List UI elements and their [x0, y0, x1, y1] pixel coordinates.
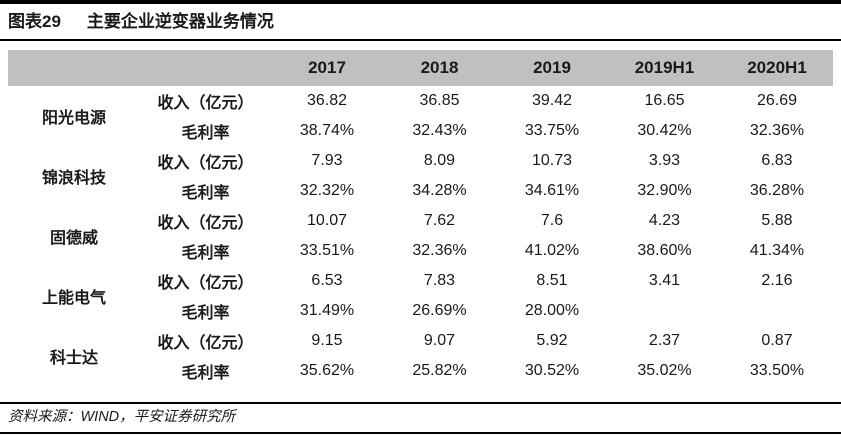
figure-title: 主要企业逆变器业务情况 — [86, 12, 274, 31]
revenue-value-cell: 2.16 — [761, 272, 793, 289]
revenue-value-cell: 9.07 — [423, 332, 456, 349]
margin-value-cell: 36.28% — [749, 182, 805, 199]
revenue-value-cell: 3.93 — [648, 152, 681, 169]
revenue-value-cell: 2.37 — [648, 332, 681, 349]
table-row: 固德威 收入（亿元） 10.07 7.62 7.6 4.23 5.88 — [8, 206, 833, 247]
company-name-cell: 阳光电源 — [41, 110, 106, 127]
margin-value-cell: 31.49% — [299, 302, 355, 319]
revenue-value-cell: 0.87 — [761, 332, 793, 349]
company-name-cell: 锦浪科技 — [41, 170, 106, 187]
margin-value-cell: 32.32% — [299, 182, 355, 199]
company-name-cell: 科士达 — [49, 350, 98, 367]
revenue-value-cell: 10.73 — [531, 152, 573, 169]
inverter-business-table: 2017 2018 2019 2019H1 2020H1 阳光电源 收入（亿元）… — [8, 50, 833, 386]
revenue-value-cell: 39.42 — [531, 92, 573, 109]
margin-value-cell: 33.50% — [749, 362, 805, 379]
margin-value-cell: 28.00% — [524, 302, 580, 319]
table-row: 阳光电源 收入（亿元） 36.82 36.85 39.42 16.65 26.6… — [8, 86, 833, 127]
revenue-value-cell: 5.92 — [536, 332, 568, 349]
margin-value-cell: 41.34% — [749, 242, 805, 259]
metric-column-header — [140, 50, 271, 86]
margin-value-cell: 41.02% — [524, 242, 580, 259]
table-row: 上能电气 收入（亿元） 6.53 7.83 8.51 3.41 2.16 — [8, 266, 833, 307]
revenue-value-cell: 36.85 — [419, 92, 460, 109]
revenue-value-cell: 26.69 — [756, 92, 798, 109]
margin-value-cell: 30.42% — [637, 122, 692, 139]
margin-value-cell: 35.02% — [637, 362, 692, 379]
table-row: 毛利率 35.62% 25.82% 30.52% 35.02% 33.50% — [8, 356, 833, 386]
revenue-value-cell: 3.41 — [648, 272, 681, 289]
revenue-value-cell: 9.15 — [311, 332, 343, 349]
margin-value-cell: 32.90% — [637, 182, 692, 199]
metric-label-cell: 毛利率 — [181, 245, 230, 262]
revenue-value-cell: 8.51 — [536, 272, 568, 289]
revenue-value-cell: 16.65 — [644, 92, 685, 109]
revenue-value-cell: 5.88 — [761, 212, 793, 229]
revenue-value-cell: 36.82 — [306, 92, 348, 109]
year-column-header: 2019H1 — [634, 58, 695, 77]
source-note-text: 资料来源：WIND，平安证券研究所 — [8, 409, 236, 425]
company-column-header — [8, 50, 140, 86]
margin-value-cell: 32.36% — [749, 122, 805, 139]
table-row: 毛利率 38.74% 32.43% 33.75% 30.42% 32.36% — [8, 116, 833, 146]
year-column-header: 2017 — [308, 58, 346, 77]
margin-value-cell: 25.82% — [412, 362, 467, 379]
margin-value-cell: 32.36% — [412, 242, 467, 259]
metric-label-cell: 收入（亿元） — [157, 95, 254, 112]
margin-value-cell — [721, 296, 833, 326]
revenue-value-cell: 6.83 — [761, 152, 793, 169]
table-header-row: 2017 2018 2019 2019H1 2020H1 — [8, 50, 833, 86]
margin-value-cell: 38.74% — [299, 122, 355, 139]
margin-value-cell — [608, 296, 721, 326]
table-row: 毛利率 33.51% 32.36% 41.02% 38.60% 41.34% — [8, 236, 833, 266]
margin-value-cell: 35.62% — [299, 362, 355, 379]
revenue-value-cell: 7.93 — [311, 152, 343, 169]
margin-value-cell: 32.43% — [412, 122, 467, 139]
year-column-header: 2020H1 — [747, 58, 807, 77]
metric-label-cell: 毛利率 — [181, 365, 230, 382]
metric-label-cell: 收入（亿元） — [157, 335, 254, 352]
revenue-value-cell: 6.53 — [311, 272, 343, 289]
metric-label-cell: 收入（亿元） — [157, 155, 254, 172]
table-row: 毛利率 31.49% 26.69% 28.00% — [8, 296, 833, 326]
margin-value-cell: 26.69% — [412, 302, 467, 319]
year-column-header: 2019 — [533, 58, 571, 77]
metric-label-cell: 收入（亿元） — [157, 275, 254, 292]
table-row: 科士达 收入（亿元） 9.15 9.07 5.92 2.37 0.87 — [8, 326, 833, 367]
revenue-value-cell: 8.09 — [423, 152, 456, 169]
metric-label-cell: 毛利率 — [181, 125, 230, 142]
margin-value-cell: 38.60% — [637, 242, 692, 259]
margin-value-cell: 34.61% — [524, 182, 580, 199]
figure-label: 图表29 — [8, 12, 61, 31]
revenue-value-cell: 4.23 — [648, 212, 681, 229]
margin-value-cell: 30.52% — [524, 362, 580, 379]
table-row: 锦浪科技 收入（亿元） 7.93 8.09 10.73 3.93 6.83 — [8, 146, 833, 187]
revenue-value-cell: 7.6 — [540, 212, 564, 229]
table-row: 毛利率 32.32% 34.28% 34.61% 32.90% 36.28% — [8, 176, 833, 206]
revenue-value-cell: 7.83 — [423, 272, 456, 289]
metric-label-cell: 毛利率 — [181, 305, 230, 322]
year-column-header: 2018 — [420, 58, 459, 77]
metric-label-cell: 毛利率 — [181, 185, 230, 202]
revenue-value-cell: 10.07 — [306, 212, 348, 229]
source-note: 资料来源：WIND，平安证券研究所 — [0, 402, 841, 434]
company-name-cell: 固德威 — [49, 230, 98, 247]
figure-title-bar: 图表29 主要企业逆变器业务情况 — [0, 0, 841, 41]
margin-value-cell: 33.51% — [299, 242, 355, 259]
margin-value-cell: 33.75% — [524, 122, 580, 139]
revenue-value-cell: 7.62 — [423, 212, 456, 229]
metric-label-cell: 收入（亿元） — [157, 215, 254, 232]
company-name-cell: 上能电气 — [41, 290, 106, 307]
margin-value-cell: 34.28% — [412, 182, 467, 199]
